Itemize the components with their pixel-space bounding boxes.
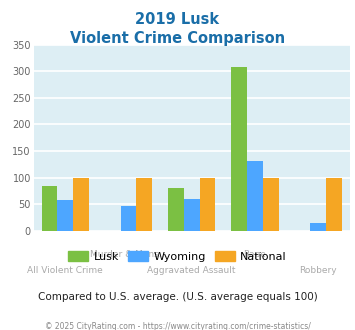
Bar	[73, 178, 89, 231]
Bar	[247, 161, 263, 231]
Bar	[326, 178, 342, 231]
Bar	[42, 186, 58, 231]
Text: Compared to U.S. average. (U.S. average equals 100): Compared to U.S. average. (U.S. average …	[38, 292, 317, 302]
Bar	[263, 178, 279, 231]
Bar	[121, 207, 136, 231]
Bar	[168, 188, 184, 231]
Text: 2019 Lusk: 2019 Lusk	[136, 12, 219, 26]
Text: © 2025 CityRating.com - https://www.cityrating.com/crime-statistics/: © 2025 CityRating.com - https://www.city…	[45, 322, 310, 330]
Legend: Lusk, Wyoming, National: Lusk, Wyoming, National	[64, 247, 291, 267]
Text: Rape: Rape	[244, 250, 266, 259]
Bar	[231, 67, 247, 231]
Bar	[184, 199, 200, 231]
Text: Robbery: Robbery	[299, 266, 337, 275]
Text: Murder & Mans...: Murder & Mans...	[90, 250, 167, 259]
Bar	[58, 200, 73, 231]
Text: Aggravated Assault: Aggravated Assault	[147, 266, 236, 275]
Bar	[310, 223, 326, 231]
Bar	[136, 178, 152, 231]
Text: Violent Crime Comparison: Violent Crime Comparison	[70, 31, 285, 46]
Bar	[200, 178, 215, 231]
Text: All Violent Crime: All Violent Crime	[27, 266, 103, 275]
